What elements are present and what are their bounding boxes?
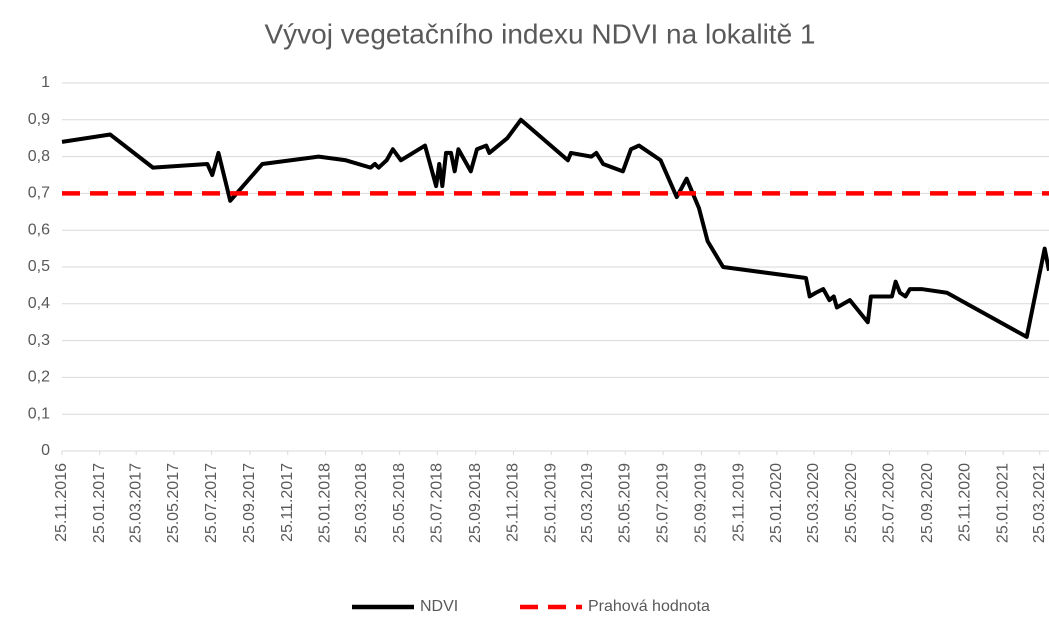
x-tick-label: 25.05.2018: [391, 463, 408, 543]
x-tick-label: 25.09.2018: [467, 463, 484, 543]
x-tick-label: 25.03.2021: [1031, 463, 1048, 543]
x-tick-label: 25.03.2019: [579, 463, 596, 543]
x-tick-label: 25.11.2019: [730, 463, 747, 542]
x-tick-label: 25.09.2020: [919, 463, 936, 543]
x-tick-label: 25.05.2019: [617, 463, 634, 543]
y-tick-label: 1: [41, 74, 50, 91]
x-tick-label: 25.07.2018: [429, 463, 446, 543]
x-tick-label: 25.07.2019: [654, 463, 671, 543]
x-tick-label: 25.07.2020: [881, 463, 898, 543]
x-tick-label: 25.01.2020: [768, 463, 785, 543]
x-tick-label: 25.01.2017: [91, 463, 108, 543]
x-tick-label: 25.09.2019: [693, 463, 710, 543]
y-tick-label: 0,9: [28, 111, 50, 128]
x-tick-label: 25.03.2017: [127, 463, 144, 543]
legend-label: NDVI: [420, 598, 458, 615]
x-tick-label: 25.01.2018: [317, 463, 334, 543]
y-tick-label: 0,8: [28, 148, 50, 165]
x-tick-label: 25.01.2021: [994, 463, 1011, 543]
x-tick-label: 25.03.2020: [805, 463, 822, 543]
x-tick-label: 25.11.2018: [505, 463, 522, 542]
x-tick-label: 25.11.2016: [53, 463, 70, 542]
chart-title: Vývoj vegetačního indexu NDVI na lokalit…: [265, 18, 816, 49]
y-tick-label: 0: [41, 442, 50, 459]
x-tick-label: 25.09.2017: [241, 463, 258, 543]
y-tick-label: 0,5: [28, 258, 50, 275]
x-tick-label: 25.11.2020: [957, 463, 974, 542]
x-tick-label: 25.03.2018: [353, 463, 370, 543]
y-tick-label: 0,4: [28, 295, 50, 312]
x-tick-label: 25.05.2020: [843, 463, 860, 543]
legend-label: Prahová hodnota: [588, 598, 710, 615]
y-tick-label: 0,2: [28, 369, 50, 386]
y-tick-label: 0,7: [28, 185, 50, 202]
x-tick-label: 25.11.2017: [279, 463, 296, 542]
y-tick-label: 0,3: [28, 332, 50, 349]
x-tick-label: 25.05.2017: [165, 463, 182, 543]
series-line: [61, 117, 1049, 339]
y-tick-label: 0,6: [28, 221, 50, 238]
x-tick-label: 25.07.2017: [203, 463, 220, 543]
y-tick-label: 0,1: [28, 405, 50, 422]
x-tick-label: 25.01.2019: [542, 463, 559, 543]
